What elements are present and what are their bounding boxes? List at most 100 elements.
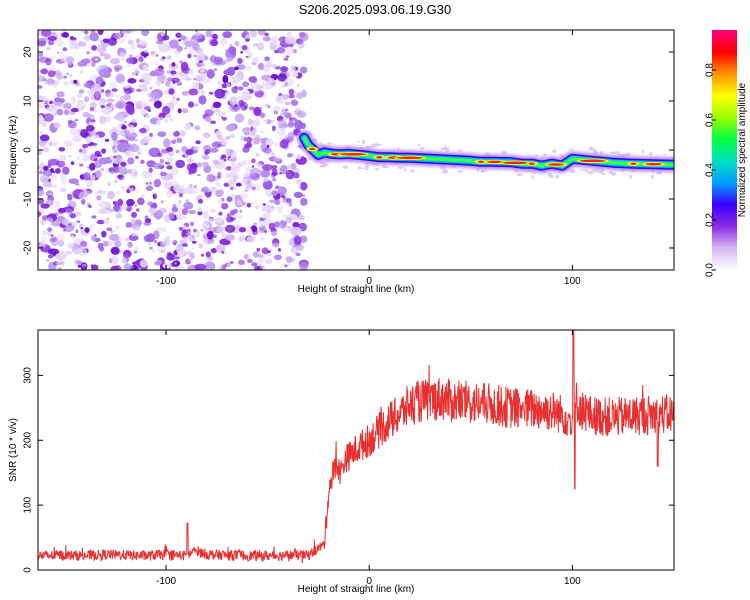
noise-dot: [42, 230, 48, 235]
ridge-halo-dot: [580, 168, 586, 171]
noise-dot: [294, 153, 302, 160]
noise-dot: [200, 90, 206, 95]
noise-dot: [97, 189, 103, 194]
noise-dot: [98, 115, 107, 124]
ridge-halo-dot: [307, 157, 311, 161]
noise-dot: [181, 229, 189, 239]
noise-dot: [224, 49, 230, 52]
noise-dot: [68, 61, 72, 67]
noise-dot: [69, 213, 76, 219]
noise-dot: [213, 68, 218, 71]
noise-dot: [131, 118, 137, 124]
noise-dot: [290, 163, 297, 170]
figure-title: S206.2025.093.06.19.G30: [299, 2, 452, 17]
ridge-halo-dot: [641, 149, 644, 154]
noise-dot: [144, 49, 149, 54]
noise-dot: [176, 81, 183, 86]
noise-dot: [224, 252, 227, 255]
noise-dot: [267, 78, 275, 84]
noise-dot: [276, 47, 285, 54]
ridge-hotspot-core: [630, 162, 637, 165]
noise-dot: [269, 199, 275, 204]
noise-dot: [255, 173, 260, 178]
noise-dot: [273, 106, 281, 112]
heatmap-xlabel: Height of straight line (km): [298, 284, 415, 295]
noise-dot: [135, 232, 139, 237]
noise-dot: [287, 225, 295, 233]
ridge-halo-dot: [568, 148, 574, 151]
noise-dot: [229, 261, 234, 264]
noise-dot: [152, 162, 163, 170]
noise-dot: [134, 70, 140, 74]
noise-dot: [124, 237, 130, 242]
ridge-hotspot-core: [376, 156, 383, 159]
noise-dot: [110, 103, 116, 109]
ridge-halo-dot: [371, 143, 376, 148]
noise-dot: [166, 55, 172, 60]
noise-dot: [176, 45, 183, 52]
noise-dot: [262, 203, 266, 206]
noise-dot: [194, 103, 199, 107]
colorbar-gradient: [712, 30, 737, 270]
noise-dot: [39, 219, 46, 225]
noise-dot: [225, 136, 231, 140]
noise-dot: [120, 57, 125, 62]
noise-dot: [128, 54, 133, 58]
noise-dot: [202, 132, 211, 138]
noise-dot: [296, 110, 307, 119]
noise-dot: [274, 156, 282, 162]
noise-dot: [279, 199, 284, 203]
noise-dot: [114, 240, 122, 248]
noise-dot: [174, 262, 177, 265]
noise-dot: [154, 261, 159, 266]
noise-dot: [111, 230, 115, 233]
noise-dot: [185, 232, 192, 236]
noise-dot: [119, 52, 126, 59]
noise-dot: [96, 195, 102, 201]
noise-dot: [270, 120, 274, 123]
noise-dot: [79, 148, 83, 153]
noise-dot: [284, 264, 288, 268]
noise-dot: [53, 122, 61, 129]
noise-dot: [260, 237, 265, 241]
noise-dot: [90, 119, 96, 123]
noise-dot: [271, 231, 278, 237]
noise-dot: [183, 47, 188, 50]
noise-dot: [295, 179, 301, 185]
noise-dot: [234, 113, 245, 123]
noise-dot: [271, 125, 276, 132]
noise-dot: [73, 243, 80, 250]
noise-dot: [217, 171, 222, 177]
noise-dot: [180, 61, 189, 72]
noise-dot: [204, 116, 212, 122]
noise-dot: [107, 182, 111, 187]
noise-dot: [264, 32, 269, 37]
noise-dot: [167, 77, 172, 82]
noise-dot: [240, 51, 244, 54]
noise-dot: [236, 161, 244, 168]
noise-dot: [140, 72, 152, 83]
noise-dot: [220, 138, 228, 146]
noise-dot: [65, 251, 73, 255]
noise-dot: [228, 154, 237, 163]
noise-dot: [229, 43, 233, 47]
noise-dot: [227, 109, 231, 113]
noise-dot: [216, 134, 222, 140]
noise-dot: [159, 58, 165, 62]
heatmap-ytick-label: 20: [23, 46, 34, 58]
noise-dot: [135, 100, 144, 110]
noise-dot: [56, 233, 65, 241]
noise-dot: [133, 171, 138, 177]
noise-dot: [116, 100, 126, 110]
noise-dot: [252, 43, 259, 47]
noise-dot: [265, 82, 272, 90]
noise-dot: [85, 125, 95, 132]
noise-dot: [120, 81, 125, 86]
noise-dot: [144, 56, 147, 59]
noise-dot: [153, 240, 158, 243]
noise-dot: [145, 185, 153, 192]
noise-dot: [200, 229, 204, 232]
noise-dot: [144, 142, 148, 146]
noise-dot: [192, 241, 197, 244]
ridge-halo-dot: [584, 169, 589, 173]
